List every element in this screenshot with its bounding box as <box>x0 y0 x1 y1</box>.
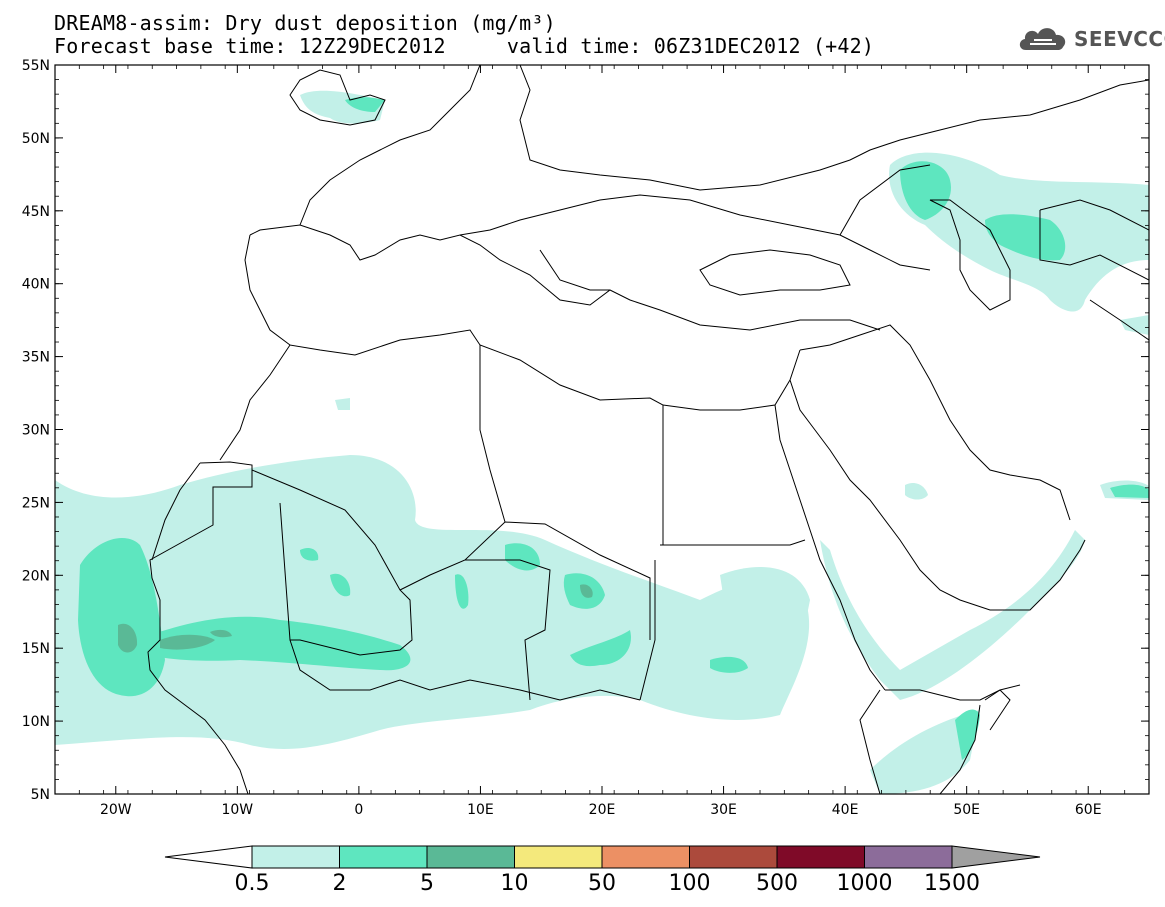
lon-tick-label: 50E <box>953 802 980 818</box>
lat-tick-label: 5N <box>31 787 50 803</box>
colorbar-under-arrow <box>164 845 253 869</box>
colorbar-label: 2 <box>333 871 347 896</box>
lon-tick-label: 30E <box>710 802 737 818</box>
colorbar: 0.5 2 5 10 50 100 500 1000 1500 <box>164 845 1041 896</box>
lat-tick-label: 15N <box>22 641 50 657</box>
colorbar-label: 1000 <box>837 871 893 896</box>
seevccc-logo: SEEVCCC <box>1016 24 1165 54</box>
lat-tick-label: 30N <box>22 423 50 439</box>
colorbar-swatch <box>251 845 340 869</box>
colorbar-label: 100 <box>669 871 711 896</box>
lon-tick-label: 0 <box>354 802 363 818</box>
colorbar-swatch <box>864 845 953 869</box>
dust-fields <box>55 90 1149 794</box>
lat-tick-label: 50N <box>22 131 50 147</box>
cloud-icon <box>1019 28 1066 50</box>
map-subtitle: Forecast base time: 12Z29DEC2012 valid t… <box>54 34 875 58</box>
lat-tick-label: 20N <box>22 568 50 584</box>
deposition-field-5-10 <box>118 584 593 653</box>
colorbar-label: 0.5 <box>235 871 270 896</box>
colorbar-label: 10 <box>501 871 529 896</box>
map-title: DREAM8-assim: Dry dust deposition (mg/m³… <box>54 11 556 35</box>
colorbar-swatch <box>339 845 428 869</box>
colorbar-label: 500 <box>756 871 798 896</box>
lon-tick-label: 10E <box>467 802 494 818</box>
colorbar-swatch <box>514 845 603 869</box>
lat-tick-label: 45N <box>22 204 50 220</box>
lon-tick-label: 10W <box>221 802 253 818</box>
lat-tick-label: 55N <box>22 58 50 74</box>
colorbar-swatch <box>426 845 515 869</box>
deposition-field-0.5-2 <box>55 90 1149 794</box>
colorbar-label: 50 <box>588 871 616 896</box>
colorbar-label: 1500 <box>924 871 980 896</box>
lon-tick-label: 60E <box>1075 802 1102 818</box>
axis-ticks: 20W 10W 0 10E 20E 30E 40E 50E 60E 5N 10N 15N 20N 25N 3… <box>22 58 1150 818</box>
colorbar-swatch <box>776 845 865 869</box>
colorbar-swatch <box>689 845 778 869</box>
lon-tick-label: 20W <box>100 802 132 818</box>
lat-tick-label: 35N <box>22 350 50 366</box>
lon-tick-label: 20E <box>589 802 616 818</box>
logo-text: SEEVCCC <box>1074 27 1165 51</box>
colorbar-swatch <box>601 845 690 869</box>
colorbar-label: 5 <box>420 871 434 896</box>
lat-tick-label: 25N <box>22 495 50 511</box>
colorbar-over-arrow <box>951 845 1041 869</box>
coastlines-borders <box>147 65 1149 794</box>
lat-tick-label: 40N <box>22 277 50 293</box>
lat-tick-label: 10N <box>22 714 50 730</box>
lon-tick-label: 40E <box>832 802 859 818</box>
